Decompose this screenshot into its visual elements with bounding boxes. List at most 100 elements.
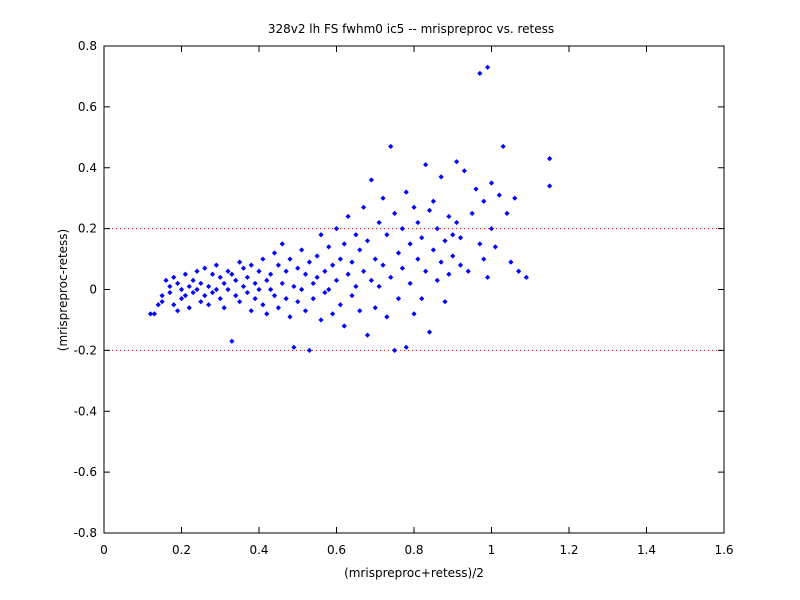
data-point (488, 226, 495, 232)
data-point (299, 247, 305, 253)
data-point (330, 311, 336, 317)
data-point (376, 283, 382, 290)
data-point (380, 195, 386, 201)
data-point (434, 277, 440, 283)
data-point (264, 311, 270, 317)
data-point (399, 265, 405, 271)
data-point (248, 308, 254, 314)
data-point (213, 262, 219, 268)
data-point (178, 286, 185, 293)
data-point (225, 286, 231, 293)
data-point (333, 277, 340, 283)
data-point (341, 241, 347, 247)
data-point (500, 143, 506, 150)
data-point (217, 296, 223, 302)
data-point (268, 286, 274, 293)
data-point (345, 213, 351, 220)
data-point (240, 283, 247, 290)
data-point (326, 286, 332, 293)
x-tick-label: 1 (488, 543, 496, 557)
data-point (186, 305, 192, 311)
data-point (147, 311, 154, 317)
y-tick-label: -0.6 (74, 465, 97, 479)
data-point (442, 238, 448, 244)
data-point (167, 289, 173, 296)
data-point (182, 271, 188, 277)
data-point (446, 271, 452, 277)
x-tick-label: 1.6 (714, 543, 733, 557)
data-point (240, 265, 247, 271)
data-point (159, 292, 165, 299)
data-point (450, 253, 456, 259)
data-point (209, 271, 216, 277)
data-point (322, 289, 328, 296)
data-points (147, 64, 553, 353)
data-point (488, 180, 495, 186)
data-point (237, 259, 243, 265)
x-tick-label: 0.2 (172, 543, 191, 557)
data-point (260, 302, 266, 308)
data-point (252, 280, 258, 287)
data-point (547, 156, 553, 162)
data-point (310, 280, 316, 287)
data-point (461, 168, 467, 174)
data-point (516, 268, 522, 274)
data-point (361, 268, 367, 274)
data-point (291, 283, 297, 290)
data-point (372, 256, 378, 262)
data-point (454, 159, 460, 165)
data-point (295, 299, 301, 305)
x-tick-label: 0.6 (327, 543, 346, 557)
data-point (279, 280, 285, 287)
data-point (295, 265, 301, 271)
y-tick-label: -0.8 (74, 526, 97, 540)
y-tick-label: -0.4 (74, 404, 97, 418)
data-point (310, 296, 316, 302)
y-tick-label: 0.6 (78, 100, 97, 114)
data-point (380, 262, 386, 268)
data-point (206, 283, 212, 290)
y-tick-label: 0.4 (78, 161, 97, 175)
data-point (268, 271, 274, 277)
data-point (465, 268, 471, 274)
data-point (163, 277, 169, 283)
data-point (256, 286, 262, 293)
data-point (287, 256, 293, 262)
data-point (155, 302, 161, 308)
data-point (411, 204, 417, 210)
data-point (426, 207, 433, 213)
x-tick-label: 0.8 (404, 543, 423, 557)
data-point (403, 189, 409, 195)
data-point (403, 344, 409, 350)
data-point (229, 338, 235, 344)
data-point (388, 274, 394, 280)
x-tick-label: 1.2 (559, 543, 578, 557)
data-point (423, 162, 429, 168)
data-point (337, 256, 343, 262)
data-point (326, 244, 332, 250)
data-point (233, 292, 239, 299)
data-point (485, 274, 491, 280)
data-point (485, 64, 491, 70)
data-point (368, 277, 374, 283)
data-point (419, 296, 425, 302)
data-point (314, 253, 320, 259)
data-point (287, 314, 293, 320)
data-point (364, 238, 371, 244)
data-point (178, 296, 185, 302)
data-point (175, 308, 181, 314)
data-point (415, 219, 421, 226)
data-point (283, 296, 289, 302)
data-point (512, 195, 518, 201)
data-point (364, 332, 371, 338)
data-point (368, 177, 374, 183)
data-point (159, 299, 165, 305)
data-point (415, 256, 421, 262)
data-point (225, 268, 231, 274)
data-point (430, 198, 436, 204)
data-point (260, 256, 266, 262)
data-point (434, 226, 440, 232)
data-point (411, 311, 417, 317)
chart-title: 328v2 lh FS fwhm0 ic5 -- mrispreproc vs.… (268, 22, 554, 36)
data-point (275, 305, 281, 311)
